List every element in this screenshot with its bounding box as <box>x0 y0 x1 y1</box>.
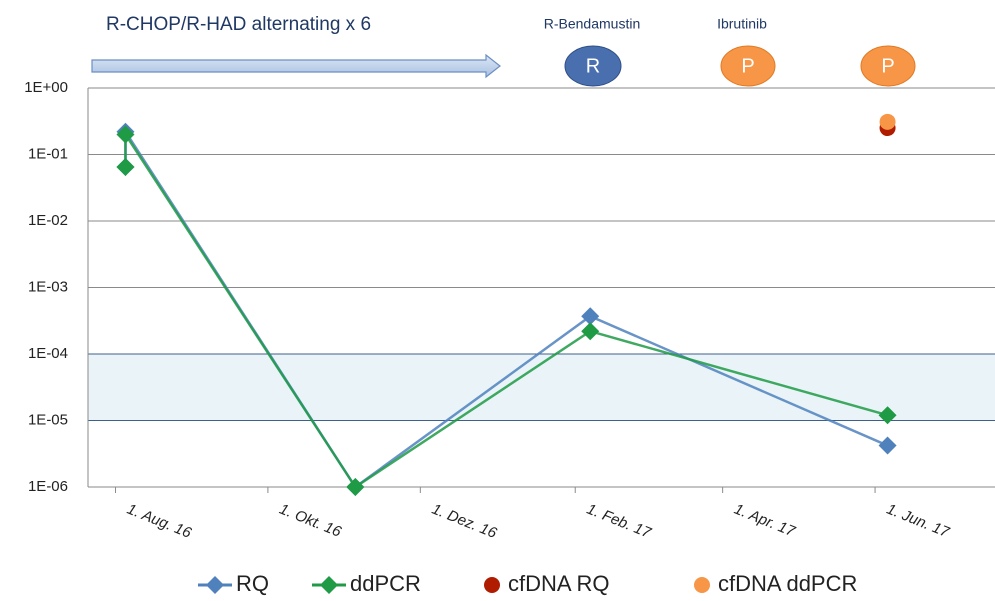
treatment-arrow <box>91 53 501 79</box>
y-tick-label: 1E-06 <box>28 478 68 495</box>
legend-label: cfDNA ddPCR <box>718 571 857 596</box>
legend-marker <box>484 577 500 593</box>
annotation: R-Bendamustin <box>544 16 641 32</box>
x-tick-label: 1. Dez. 16 <box>429 501 499 543</box>
y-tick-label: 1E+00 <box>24 79 68 96</box>
x-tick-label: 1. Apr. 17 <box>732 501 798 541</box>
data-point <box>116 157 135 176</box>
x-tick-label: 1. Jun. 17 <box>884 501 952 542</box>
x-tick-label: 1. Okt. 16 <box>277 501 344 541</box>
y-tick-label: 1E-05 <box>28 411 68 428</box>
badge-label: P <box>881 55 894 77</box>
legend-marker <box>320 576 338 594</box>
annotation: Ibrutinib <box>717 16 767 32</box>
badge-label: P <box>741 55 754 77</box>
y-tick-label: 1E-04 <box>28 345 68 362</box>
y-tick-label: 1E-03 <box>28 278 68 295</box>
legend-label: ddPCR <box>350 571 421 596</box>
series-line <box>124 130 888 489</box>
legend-label: cfDNA RQ <box>508 571 609 596</box>
badge <box>720 45 776 87</box>
legend-label: RQ <box>236 571 269 596</box>
data-point <box>878 406 897 425</box>
data-point <box>879 113 896 130</box>
badge <box>564 45 622 87</box>
badge <box>860 45 916 87</box>
data-point <box>878 436 897 455</box>
data-point <box>581 307 600 326</box>
legend-marker <box>206 576 224 594</box>
annotation: R-CHOP/R-HAD alternating x 6 <box>106 14 371 35</box>
data-point <box>116 125 135 144</box>
x-tick-label: 1. Aug. 16 <box>124 501 194 542</box>
shaded-range <box>88 354 995 421</box>
data-point <box>346 478 365 496</box>
x-tick-label: 1. Feb. 17 <box>584 501 654 542</box>
legend-marker <box>694 577 710 593</box>
y-tick-label: 1E-01 <box>28 145 68 162</box>
data-point <box>581 322 600 341</box>
badge-label: R <box>586 55 600 77</box>
y-tick-label: 1E-02 <box>28 212 68 229</box>
